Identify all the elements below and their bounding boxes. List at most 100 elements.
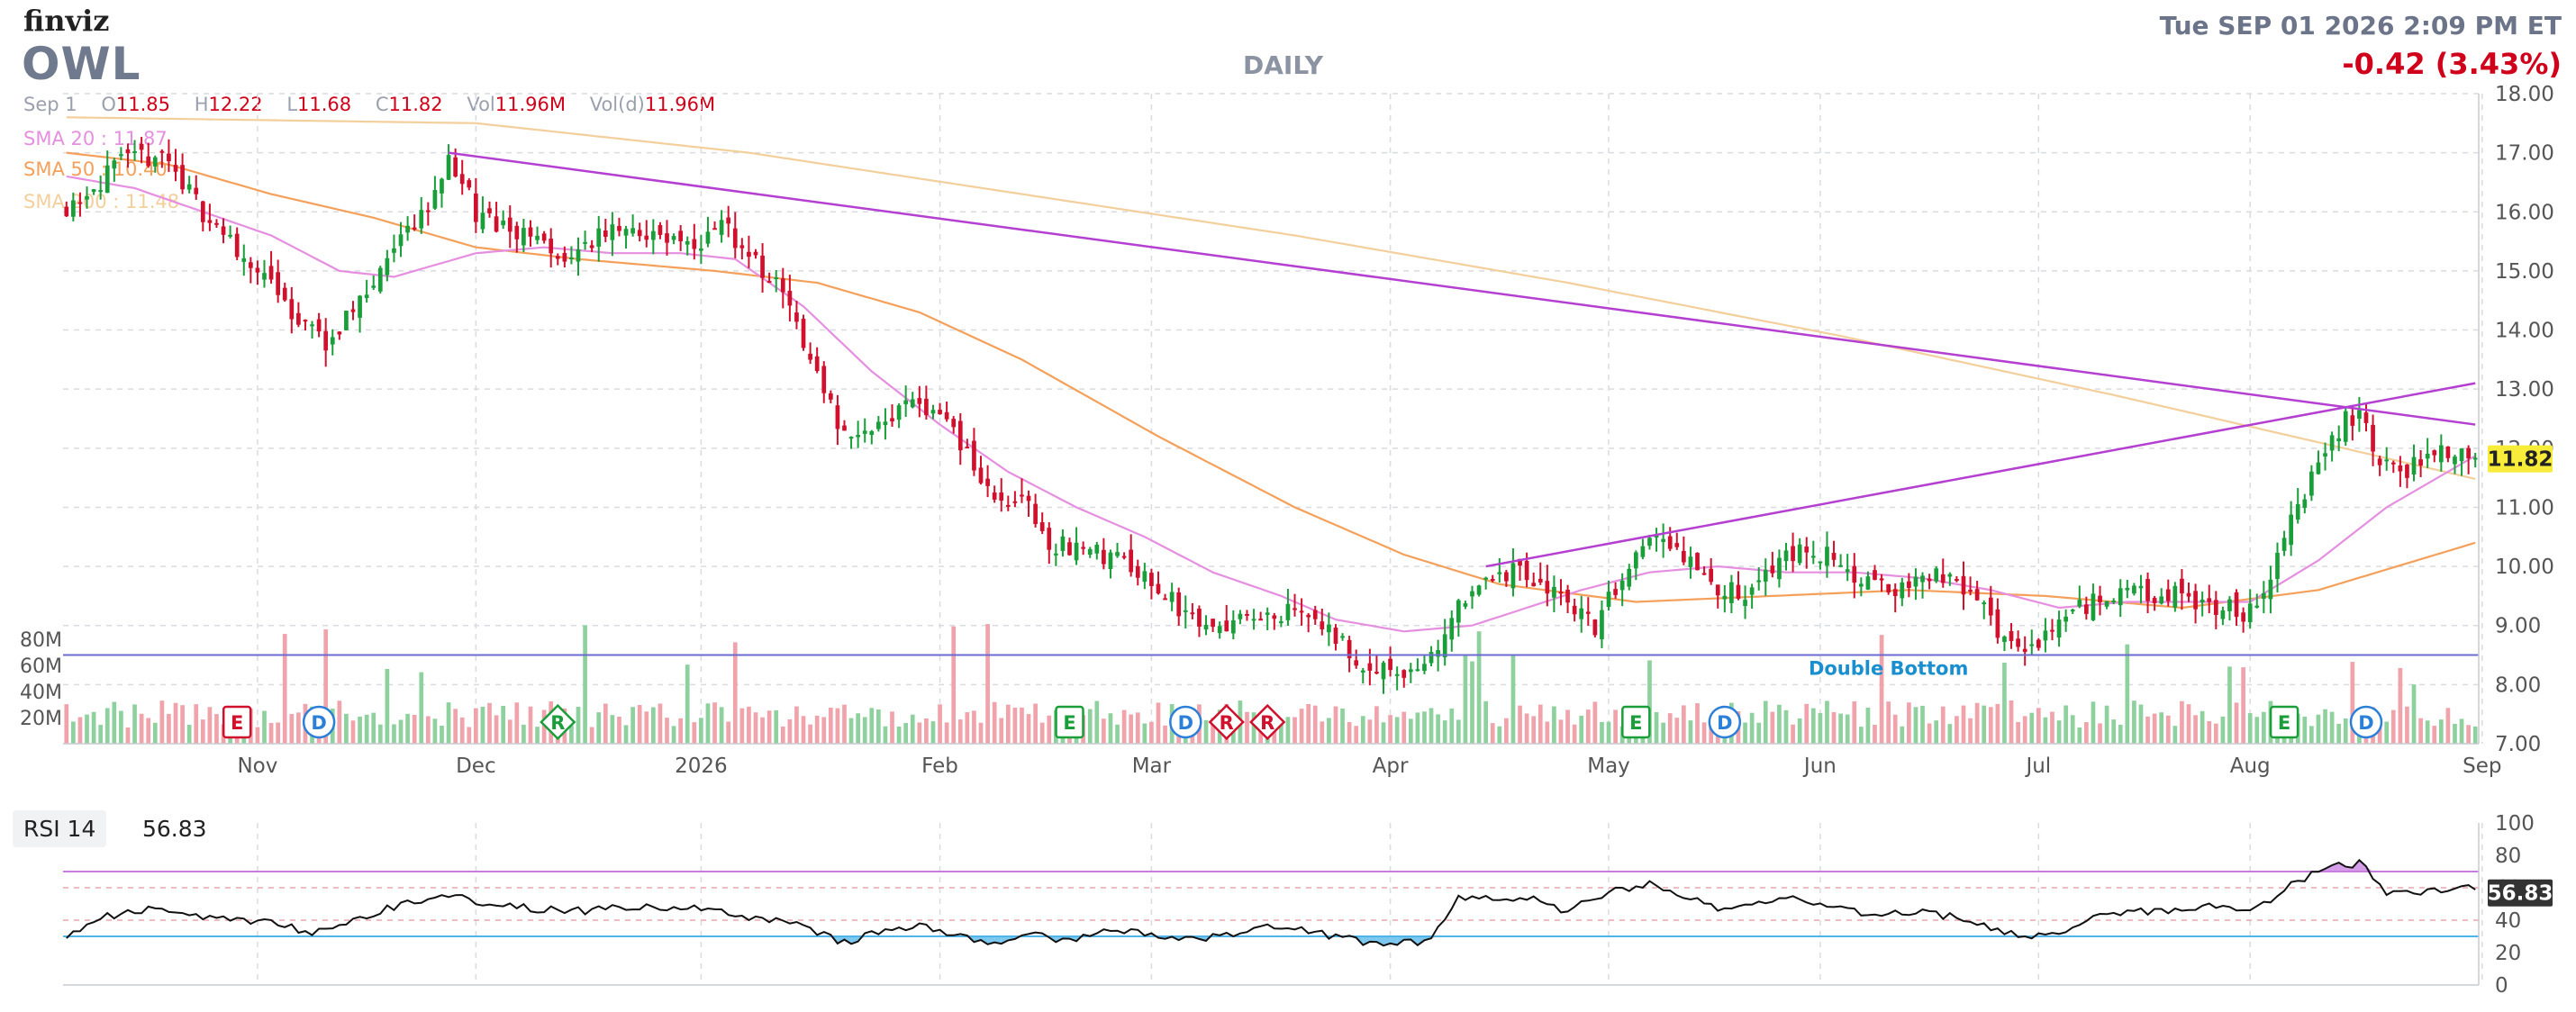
volume-bar [104,708,110,744]
volume-bar [1661,722,1665,744]
volume-bar [951,626,957,744]
candle-body [1729,582,1734,603]
volume-bar [1838,713,1843,744]
candle-body [1340,636,1345,638]
volume-bar [2261,711,2266,744]
candle-body [1688,556,1693,567]
volume-bar [494,715,499,744]
rsi-overbought-fill [2338,863,2346,872]
volume-bar [1558,719,1564,744]
candle-body [1367,663,1373,671]
volume-bar [358,716,362,744]
sma200-line [66,116,2476,480]
volume-bar [2036,708,2041,744]
candle-body [112,160,117,169]
candle-body [459,174,465,185]
candle-body [2445,446,2451,458]
volume-bar [1695,703,1700,744]
candle-body [1047,528,1052,550]
candle-body [1804,547,1810,553]
volume-bar [2384,721,2390,744]
volume-bar [1347,721,1352,744]
candle-body [1920,575,1925,583]
candle-body [1020,494,1024,497]
candle-body [1579,608,1584,619]
volume-bar [1504,718,1509,744]
volume-bar [719,707,724,744]
volume-bar [903,723,909,744]
volume-bar [528,706,533,744]
volume-bar [1436,714,1440,744]
candle-body [2459,448,2464,462]
candle-body [2302,499,2308,509]
volume-bar [2207,721,2212,744]
volume-bar [2316,714,2321,744]
volume-bar [1892,714,1898,744]
candle-body [228,234,232,237]
volume-bar [1518,705,1522,744]
volume-bar [2425,720,2430,744]
ticker-symbol: OWL [22,38,141,90]
event-marker-E: E [2269,705,2299,739]
volume-bar [1797,718,1802,744]
candle-body [2405,465,2409,478]
low-label: L [286,94,298,115]
candlesticks [64,137,2478,694]
volume-bar [1449,708,1455,744]
candle-body [903,400,909,404]
volume-bar [2254,717,2260,744]
x-tick-label: Dec [456,754,496,778]
timeframe-label[interactable]: DAILY [1243,50,1324,80]
volume-bar [1552,706,1556,744]
candle-body [152,157,158,167]
volume-bar [167,713,171,744]
volume-bar [214,714,219,744]
candle-body [1108,552,1113,569]
volume-bar [2350,662,2355,744]
volume-bar [1020,707,1024,744]
candle-body [1156,583,1161,594]
volume-bar [125,727,131,744]
candle-body [569,257,574,259]
volume-bar [1312,705,1318,744]
volume-bar [132,704,137,744]
candle-body [1913,576,1918,587]
event-marker-R: R [1208,703,1245,741]
volume-bar [2165,715,2171,744]
volume-bar [1585,709,1591,744]
volume-bar [1039,722,1045,744]
volume-bar [377,724,383,744]
candle-body [2220,610,2226,619]
volume-bar [91,711,96,744]
volume-bar [507,719,512,744]
candle-body [467,180,472,188]
candle-body [350,309,356,312]
volume-bar [658,703,663,744]
event-marker-E: E [1055,705,1084,739]
candle-body [1149,573,1154,586]
volume-bar [2343,718,2348,744]
candle-body [316,319,322,332]
volume-bar [159,700,165,744]
candle-body [883,421,888,426]
volume-bar [678,718,684,744]
candle-body [862,430,867,434]
candle-body [658,225,663,235]
candle-body [514,225,520,239]
finviz-logo[interactable]: finviz [23,4,110,38]
x-tick-label: Feb [921,754,958,778]
volume-bar [1879,635,1884,744]
volume-bar [1852,700,1857,744]
candle-body [583,241,587,244]
candle-body [1736,584,1741,599]
candle-body [2295,503,2300,520]
candle-body [276,272,281,295]
candle-body [1627,568,1632,587]
rsi-label[interactable]: RSI 14 [13,810,107,847]
candle-body [1592,619,1598,636]
volume-bar [2186,704,2191,744]
rsi-last-value: 56.83 [2488,882,2553,906]
volume-bar [255,727,260,744]
